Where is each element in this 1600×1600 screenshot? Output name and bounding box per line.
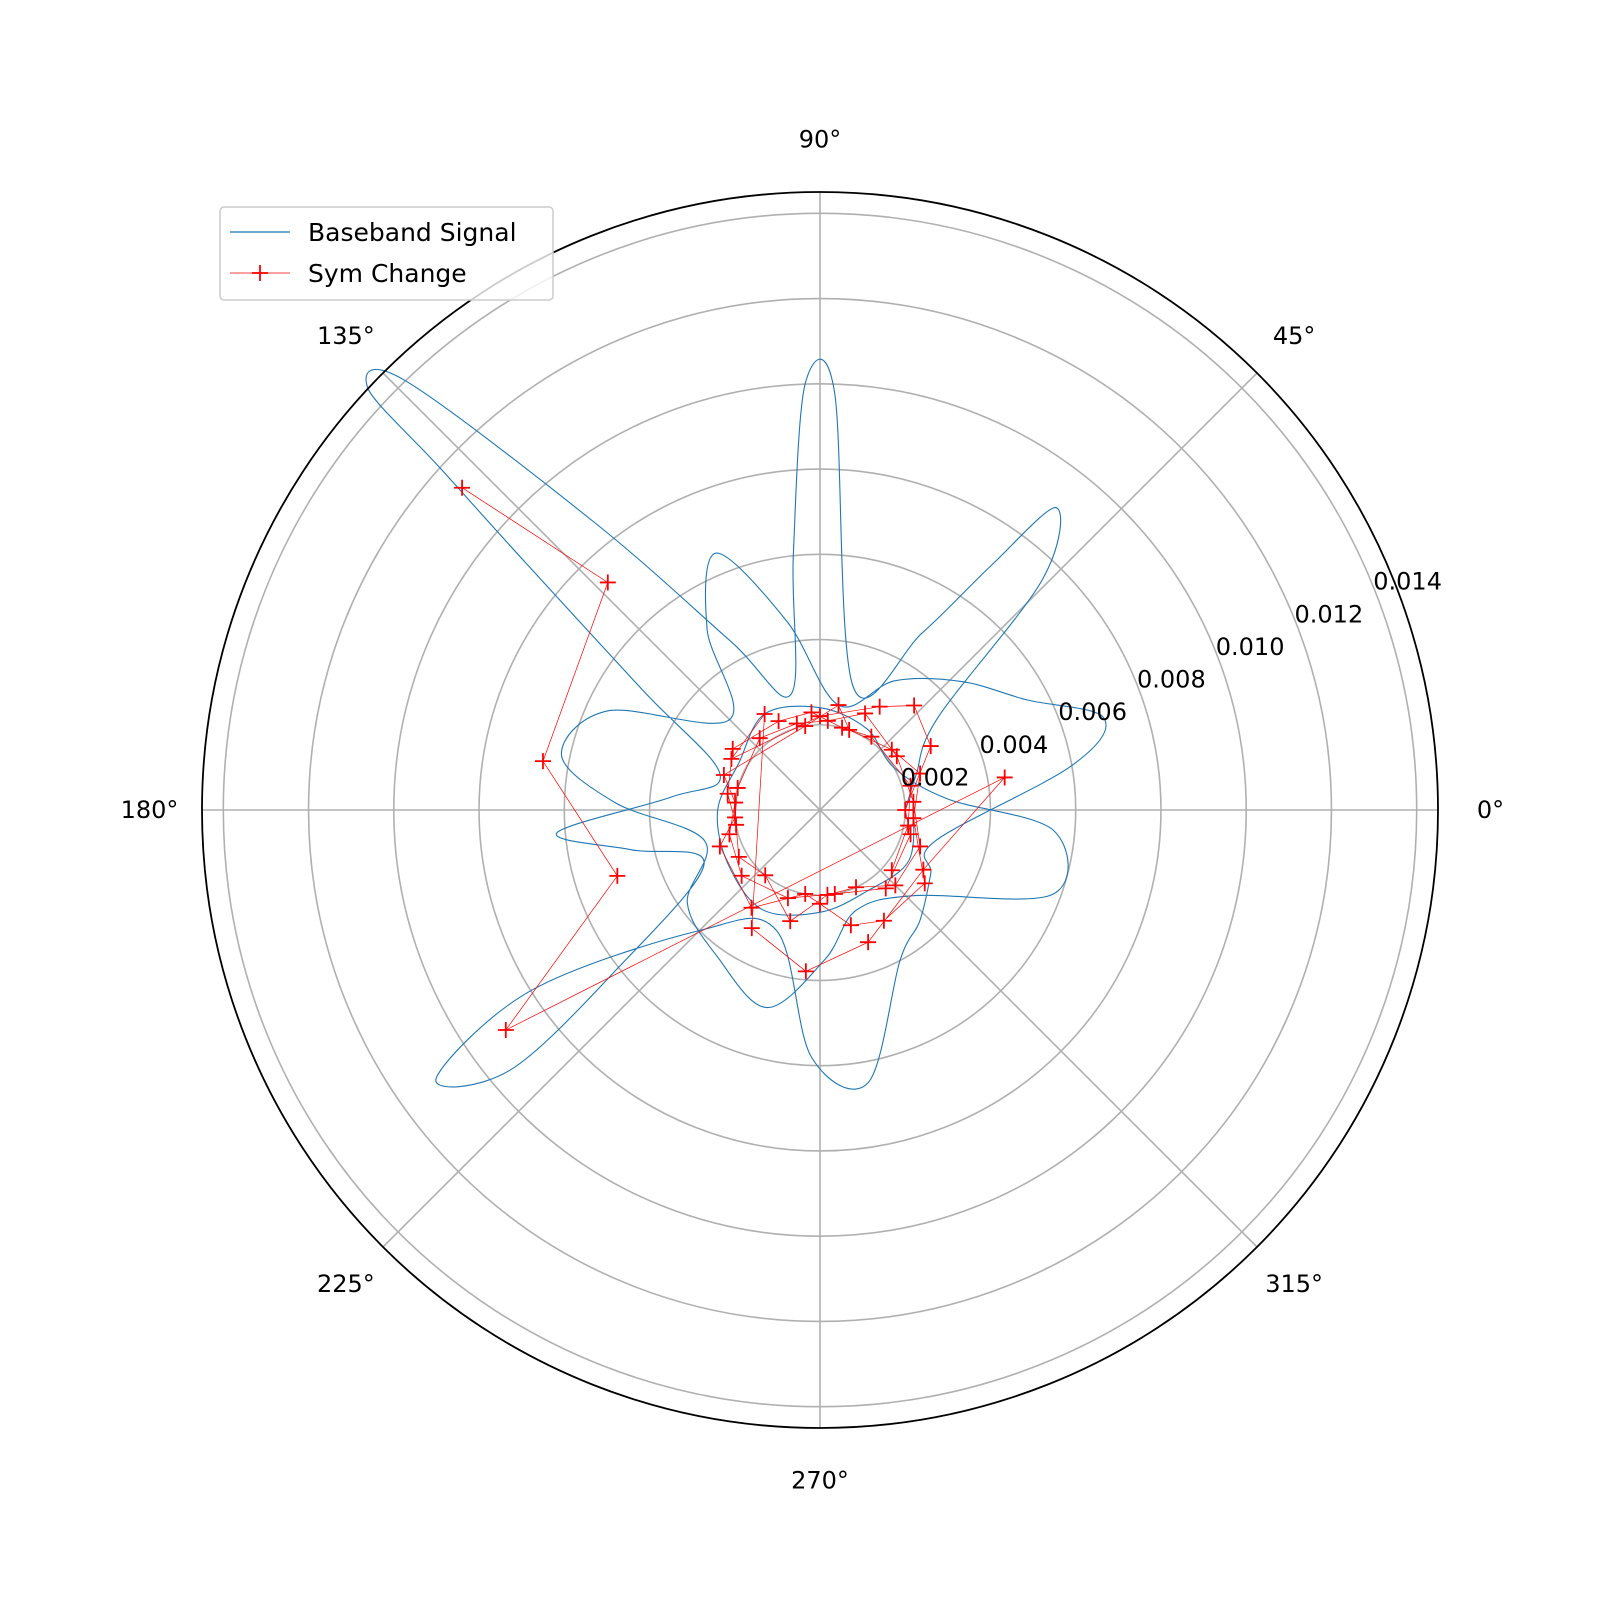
sym-change-marker-25 xyxy=(797,718,814,735)
polar-grid xyxy=(202,192,1438,1428)
sym-change-marker-45 xyxy=(905,793,922,810)
sym-change-marker-50 xyxy=(782,913,799,930)
sym-change-marker-2 xyxy=(534,753,551,770)
sym-change-marker-3 xyxy=(609,867,626,884)
sym-change-marker-8 xyxy=(797,963,814,980)
angular-tick-label-6: 270° xyxy=(791,1467,849,1495)
plot-series xyxy=(365,358,1107,1090)
sym-change-marker-16 xyxy=(897,802,914,818)
angular-tick-label-5: 225° xyxy=(317,1270,375,1298)
angular-tick-label-2: 90° xyxy=(799,125,842,153)
sym-change-marker-58 xyxy=(834,719,851,736)
sym-change-marker-6 xyxy=(915,861,932,878)
series-line-baseband-signal xyxy=(365,358,1107,1090)
sym-change-marker-41 xyxy=(788,715,805,732)
sym-change-marker-37 xyxy=(711,838,728,855)
sym-change-marker-1 xyxy=(599,574,616,591)
radial-tick-label-6: 0.014 xyxy=(1373,568,1442,596)
radial-tick-label-1: 0.004 xyxy=(980,731,1049,759)
angular-gridline-1 xyxy=(819,372,1258,811)
legend-label-symchange: Sym Change xyxy=(308,259,467,288)
angular-gridline-7 xyxy=(819,809,1258,1248)
sym-change-marker-57 xyxy=(803,704,820,721)
angular-tick-label-7: 315° xyxy=(1265,1270,1323,1298)
tick-labels: 0° 45° 90° 135° 180° 225° 270° 315° 0.002 0.004 0.… xyxy=(121,125,1505,1494)
polar-spine xyxy=(201,191,1439,1429)
sym-change-marker-14 xyxy=(906,697,923,714)
sym-change-marker-39 xyxy=(729,779,746,796)
sym-change-marker-44 xyxy=(888,748,905,765)
sym-change-marker-62 xyxy=(883,862,900,879)
radial-tick-label-3: 0.008 xyxy=(1137,666,1206,694)
legend-symchange-marker xyxy=(252,265,268,281)
angular-tick-label-1: 45° xyxy=(1273,322,1316,350)
sym-change-marker-15 xyxy=(922,738,939,755)
sym-change-marker-27 xyxy=(841,721,858,738)
legend-frame xyxy=(219,206,554,301)
sym-change-marker-55 xyxy=(724,740,741,757)
sym-change-marker-33 xyxy=(842,917,859,934)
sym-change-marker-26 xyxy=(830,697,847,714)
sym-change-marker-47 xyxy=(887,877,904,894)
sym-change-marker-19 xyxy=(826,885,843,902)
sym-change-marker-53 xyxy=(728,816,745,833)
sym-change-marker-23 xyxy=(727,794,744,811)
sym-change-marker-59 xyxy=(863,728,880,745)
sym-change-marker-40 xyxy=(751,730,768,747)
sym-change-marker-10 xyxy=(756,706,773,723)
angular-tick-label-4: 180° xyxy=(121,796,179,824)
sym-change-marker-56 xyxy=(770,713,787,730)
sym-change-marker-35 xyxy=(797,885,814,902)
sym-change-marker-42 xyxy=(819,712,836,729)
sym-change-marker-36 xyxy=(743,899,760,916)
sym-change-marker-46 xyxy=(912,838,929,855)
sym-change-marker-60 xyxy=(902,777,919,794)
radial-tick-label-4: 0.010 xyxy=(1216,633,1285,661)
sym-change-marker-34 xyxy=(812,895,828,912)
sym-change-marker-32 xyxy=(875,912,892,929)
legend-label-baseband: Baseband Signal xyxy=(308,218,517,247)
sym-change-marker-31 xyxy=(916,875,933,892)
sym-change-marker-5 xyxy=(996,769,1013,786)
angular-tick-label-0: 0° xyxy=(1477,796,1504,824)
sym-change-marker-17 xyxy=(902,826,919,843)
angular-tick-label-3: 135° xyxy=(317,322,375,350)
sym-change-marker-22 xyxy=(721,826,738,843)
sym-change-marker-11 xyxy=(723,750,740,767)
sym-change-marker-20 xyxy=(779,890,796,907)
sym-change-marker-49 xyxy=(819,886,836,903)
sym-change-marker-51 xyxy=(757,867,774,884)
sym-change-marker-52 xyxy=(730,848,747,865)
radial-tick-label-0: 0.002 xyxy=(901,763,970,791)
sym-change-marker-7 xyxy=(860,934,877,951)
sym-change-marker-54 xyxy=(719,785,736,802)
legend: Baseband Signal Sym Change xyxy=(219,206,554,301)
sym-change-marker-9 xyxy=(743,920,760,937)
sym-change-marker-21 xyxy=(733,867,750,884)
sym-change-marker-38 xyxy=(727,809,744,826)
sym-change-marker-43 xyxy=(857,705,874,722)
radial-tick-label-2: 0.006 xyxy=(1058,698,1127,726)
angular-gridline-5 xyxy=(382,809,821,1248)
sym-change-marker-13 xyxy=(871,698,888,715)
sym-change-marker-0 xyxy=(454,479,471,496)
sym-change-marker-29 xyxy=(912,765,929,782)
sym-change-marker-48 xyxy=(848,879,865,896)
sym-change-marker-24 xyxy=(715,767,732,784)
sym-change-marker-61 xyxy=(900,817,917,834)
sym-change-marker-4 xyxy=(497,1022,514,1039)
angular-gridline-3 xyxy=(382,372,821,811)
outer-spine xyxy=(201,191,1439,1429)
sym-change-marker-18 xyxy=(877,880,894,897)
radial-tick-label-5: 0.012 xyxy=(1295,600,1364,628)
